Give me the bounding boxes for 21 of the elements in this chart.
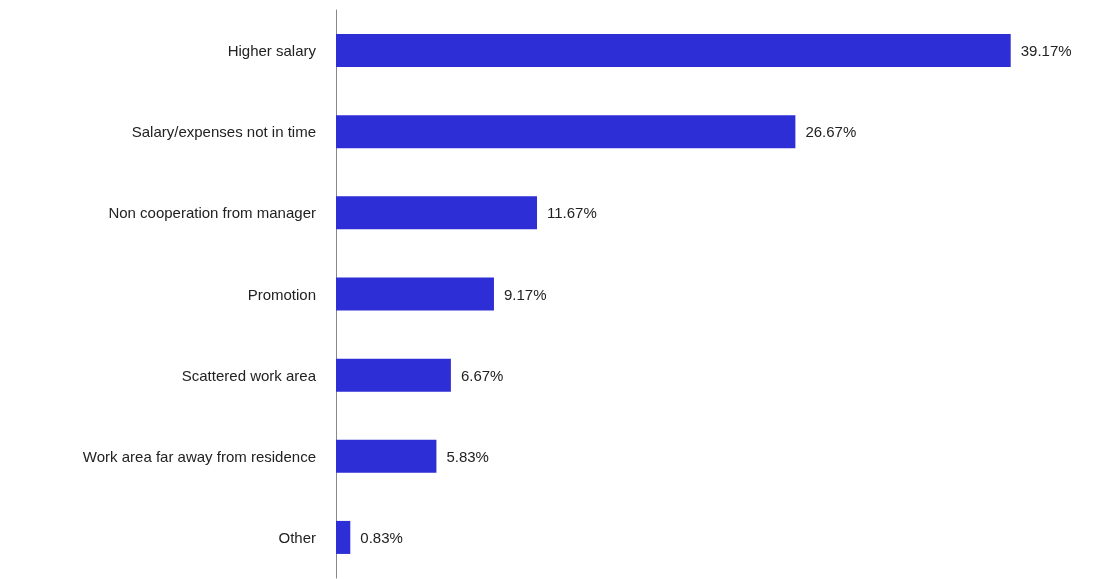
bar bbox=[336, 520, 351, 554]
data-label: 11.67% bbox=[547, 204, 597, 222]
y-tick-label: Other bbox=[278, 528, 316, 546]
data-label: 39.17% bbox=[1020, 42, 1072, 60]
bar bbox=[336, 358, 451, 392]
bar bbox=[336, 34, 1011, 68]
bar bbox=[336, 277, 494, 311]
y-tick-label: Scattered work area bbox=[181, 366, 317, 384]
data-label: 9.17% bbox=[503, 285, 547, 303]
y-tick-label: Non cooperation from manager bbox=[108, 204, 316, 222]
y-tick-label: Work area far away from residence bbox=[82, 447, 316, 465]
data-label: 5.83% bbox=[446, 447, 489, 465]
y-tick-label: Higher salary bbox=[227, 42, 317, 60]
y-tick-label: Salary/expenses not in time bbox=[131, 123, 316, 141]
bar bbox=[336, 196, 538, 230]
bar bbox=[336, 115, 796, 149]
data-label: 26.67% bbox=[805, 123, 857, 141]
y-tick-label: Promotion bbox=[247, 285, 316, 303]
data-label: 6.67% bbox=[460, 366, 504, 384]
bar bbox=[336, 439, 437, 473]
data-label: 0.83% bbox=[360, 528, 403, 546]
